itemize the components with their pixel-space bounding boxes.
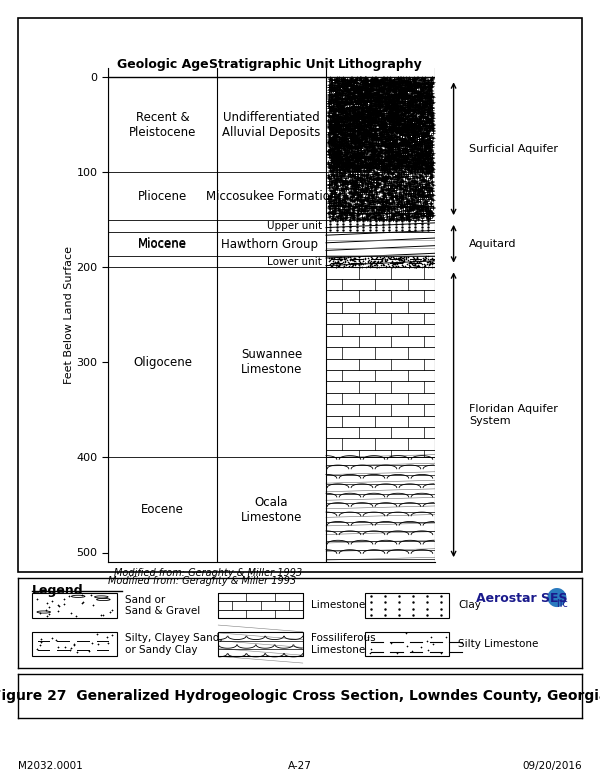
Bar — [218, 632, 303, 657]
Text: M2032.0001: M2032.0001 — [18, 761, 83, 771]
Bar — [326, 172, 435, 220]
Text: Surficial Aquifer: Surficial Aquifer — [469, 144, 558, 154]
Text: Legend: Legend — [32, 584, 84, 598]
Text: Miocene: Miocene — [138, 238, 187, 251]
Text: llc: llc — [537, 599, 568, 608]
Text: A-27: A-27 — [288, 761, 312, 771]
Text: Undifferentiated
Alluvial Deposits: Undifferentiated Alluvial Deposits — [223, 111, 320, 139]
Text: ●: ● — [546, 585, 568, 609]
Text: Lithography: Lithography — [338, 57, 423, 71]
Text: 09/20/2016: 09/20/2016 — [523, 761, 582, 771]
Text: Recent &
Pleistocene: Recent & Pleistocene — [129, 111, 196, 139]
Bar — [326, 267, 435, 458]
Text: Sand or
Sand & Gravel: Sand or Sand & Gravel — [125, 594, 200, 616]
Text: Silty, Clayey Sand,
or Sandy Clay: Silty, Clayey Sand, or Sandy Clay — [125, 633, 223, 655]
Text: Hawthorn Group: Hawthorn Group — [221, 238, 319, 251]
Y-axis label: Feet Below Land Surface: Feet Below Land Surface — [64, 246, 74, 384]
Text: Floridan Aquifer
System: Floridan Aquifer System — [469, 404, 558, 426]
Text: Upper unit: Upper unit — [266, 221, 322, 232]
Text: Clay: Clay — [458, 601, 481, 611]
Bar — [326, 256, 435, 267]
Text: Suwannee
Limestone: Suwannee Limestone — [241, 349, 302, 377]
Bar — [326, 458, 435, 562]
Text: Aerostar SES: Aerostar SES — [476, 591, 568, 605]
Text: Stratigraphic Unit: Stratigraphic Unit — [209, 57, 334, 71]
Bar — [326, 232, 435, 256]
Text: Aquitard: Aquitard — [469, 239, 517, 249]
Bar — [32, 632, 117, 657]
Text: Miocene: Miocene — [138, 237, 187, 250]
Bar — [326, 78, 435, 172]
Text: Figure 27  Generalized Hydrogeologic Cross Section, Lowndes County, Georgia: Figure 27 Generalized Hydrogeologic Cros… — [0, 689, 600, 703]
Text: Miccosukee Formation: Miccosukee Formation — [206, 190, 337, 203]
Bar — [32, 594, 117, 618]
Bar — [326, 220, 435, 232]
Bar — [218, 594, 303, 618]
Text: Modified from: Geraghty & Miller 1993: Modified from: Geraghty & Miller 1993 — [114, 568, 302, 578]
Text: Pliocene: Pliocene — [138, 190, 187, 203]
Text: Oligocene: Oligocene — [133, 356, 192, 369]
Text: Eocene: Eocene — [141, 503, 184, 516]
Text: Fossiliferous
Limestone: Fossiliferous Limestone — [311, 633, 376, 655]
Text: Silty Limestone: Silty Limestone — [458, 639, 538, 649]
Text: Limestone: Limestone — [311, 601, 365, 611]
Text: Ocala
Limestone: Ocala Limestone — [241, 496, 302, 524]
Text: Lower unit: Lower unit — [267, 257, 322, 267]
Bar — [365, 594, 449, 618]
Text: Modified from: Geraghty & Miller 1993: Modified from: Geraghty & Miller 1993 — [108, 576, 296, 586]
Bar — [365, 632, 449, 657]
Text: Geologic Age: Geologic Age — [116, 57, 208, 71]
